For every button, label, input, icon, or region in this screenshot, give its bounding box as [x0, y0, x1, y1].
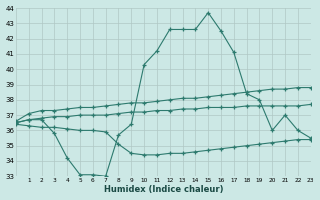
X-axis label: Humidex (Indice chaleur): Humidex (Indice chaleur) — [104, 185, 223, 194]
